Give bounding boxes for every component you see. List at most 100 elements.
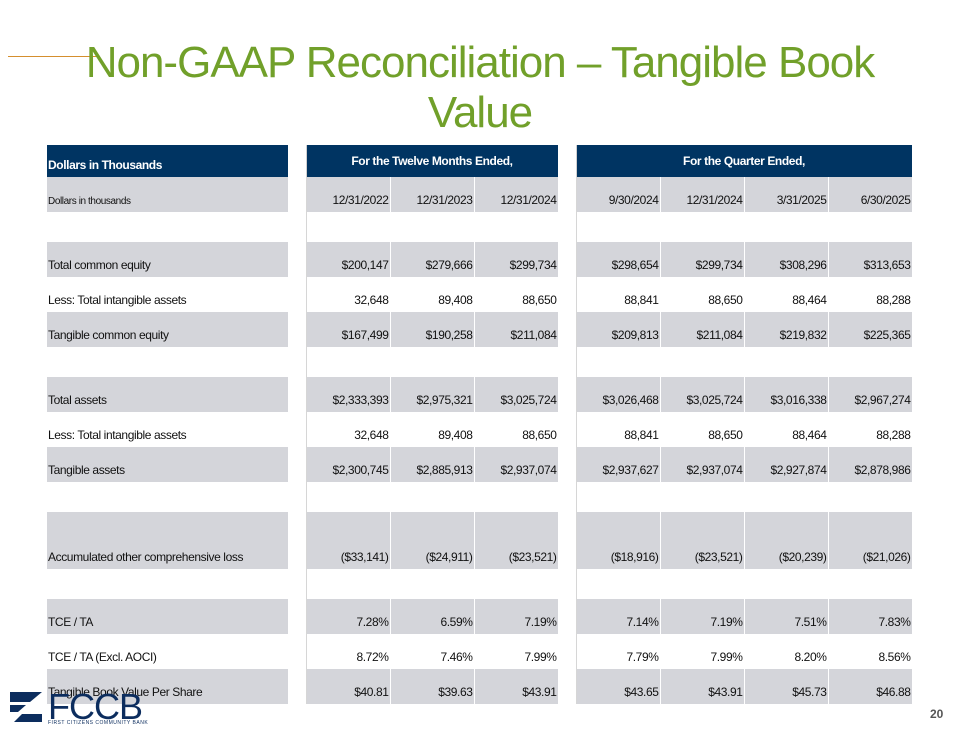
value-cell: 6.59% xyxy=(390,599,475,634)
value-cell: $298,654 xyxy=(576,242,661,277)
value-cell: $39.63 xyxy=(390,669,475,704)
value-cell: 88,288 xyxy=(828,277,913,312)
value-cell: $2,937,074 xyxy=(474,447,559,482)
page-number: 20 xyxy=(930,707,944,721)
row-label: Less: Total intangible assets xyxy=(47,277,289,312)
value-cell: $225,365 xyxy=(828,312,913,347)
value-cell: $45.73 xyxy=(744,669,829,704)
value-cell: $211,084 xyxy=(660,312,745,347)
value-cell: 7.19% xyxy=(660,599,745,634)
spacer-row xyxy=(47,482,913,512)
date-row-label: Dollars in thousands xyxy=(47,177,289,212)
date-cell: 3/31/2025 xyxy=(744,177,829,212)
value-cell: $43.91 xyxy=(474,669,559,704)
date-cell: 12/31/2023 xyxy=(390,177,475,212)
value-cell: 7.99% xyxy=(474,634,559,669)
value-cell: $190,258 xyxy=(390,312,475,347)
date-cell: 12/31/2022 xyxy=(306,177,391,212)
value-cell: 89,408 xyxy=(390,412,475,447)
table-row: Less: Total intangible assets 32,648 89,… xyxy=(47,412,913,447)
table-row: Total common equity $200,147 $279,666 $2… xyxy=(47,242,913,277)
fccb-logo-mark-icon xyxy=(10,692,42,722)
table-row: Total assets $2,333,393 $2,975,321 $3,02… xyxy=(47,377,913,412)
row-label: Tangible common equity xyxy=(47,312,289,347)
group-twelve-months: For the Twelve Months Ended, xyxy=(306,145,559,177)
value-cell: $209,813 xyxy=(576,312,661,347)
date-cell: 6/30/2025 xyxy=(828,177,913,212)
row-label: Less: Total intangible assets xyxy=(47,412,289,447)
value-cell: $200,147 xyxy=(306,242,391,277)
value-cell: 88,650 xyxy=(474,277,559,312)
value-cell: $279,666 xyxy=(390,242,475,277)
value-cell: $3,016,338 xyxy=(744,377,829,412)
value-cell: $2,885,913 xyxy=(390,447,475,482)
table-row: TCE / TA 7.28% 6.59% 7.19% 7.14% 7.19% 7… xyxy=(47,599,913,634)
value-cell: $2,937,074 xyxy=(660,447,745,482)
value-cell: $3,025,724 xyxy=(474,377,559,412)
value-cell: ($23,521) xyxy=(474,512,559,569)
value-cell: $219,832 xyxy=(744,312,829,347)
table-row: Tangible common equity $167,499 $190,258… xyxy=(47,312,913,347)
value-cell: 7.83% xyxy=(828,599,913,634)
value-cell: $3,025,724 xyxy=(660,377,745,412)
value-cell: $3,026,468 xyxy=(576,377,661,412)
spacer-row xyxy=(47,212,913,242)
date-cell: 12/31/2024 xyxy=(660,177,745,212)
value-cell: 88,464 xyxy=(744,277,829,312)
value-cell: $2,878,986 xyxy=(828,447,913,482)
value-cell: $2,927,874 xyxy=(744,447,829,482)
reconciliation-table: Dollars in Thousands For the Twelve Mont… xyxy=(47,145,913,704)
value-cell: ($33,141) xyxy=(306,512,391,569)
value-cell: 32,648 xyxy=(306,277,391,312)
row-label: Total common equity xyxy=(47,242,289,277)
value-cell: 88,841 xyxy=(576,412,661,447)
value-cell: $167,499 xyxy=(306,312,391,347)
spacer-row xyxy=(47,569,913,599)
date-cell: 9/30/2024 xyxy=(576,177,661,212)
value-cell: 88,650 xyxy=(660,412,745,447)
table-row: TCE / TA (Excl. AOCI) 8.72% 7.46% 7.99% … xyxy=(47,634,913,669)
value-cell: 88,841 xyxy=(576,277,661,312)
table-row: Less: Total intangible assets 32,648 89,… xyxy=(47,277,913,312)
row-label: Total assets xyxy=(47,377,289,412)
value-cell: $40.81 xyxy=(306,669,391,704)
value-cell: $308,296 xyxy=(744,242,829,277)
value-cell: 8.20% xyxy=(744,634,829,669)
value-cell: ($23,521) xyxy=(660,512,745,569)
value-cell: $2,975,321 xyxy=(390,377,475,412)
value-cell: 7.19% xyxy=(474,599,559,634)
fccb-logo: FCCB FIRST CITIZENS COMMUNITY BANK xyxy=(8,686,188,727)
value-cell: 8.72% xyxy=(306,634,391,669)
logo-text: FCCB xyxy=(48,686,143,727)
row-label: Tangible assets xyxy=(47,447,289,482)
value-cell: 89,408 xyxy=(390,277,475,312)
row-label: Accumulated other comprehensive loss xyxy=(47,512,289,569)
table-row: Tangible assets $2,300,745 $2,885,913 $2… xyxy=(47,447,913,482)
table-header-row: Dollars in Thousands For the Twelve Mont… xyxy=(47,145,913,177)
value-cell: 88,650 xyxy=(660,277,745,312)
group-quarter: For the Quarter Ended, xyxy=(576,145,913,177)
value-cell: $2,300,745 xyxy=(306,447,391,482)
value-cell: $43.65 xyxy=(576,669,661,704)
table-row: Tangible Book Value Per Share $40.81 $39… xyxy=(47,669,913,704)
slide-title: Non-GAAP Reconciliation – Tangible Book … xyxy=(85,38,876,137)
date-cell: 12/31/2024 xyxy=(474,177,559,212)
value-cell: 88,288 xyxy=(828,412,913,447)
value-cell: $43.91 xyxy=(660,669,745,704)
logo-subtext: FIRST CITIZENS COMMUNITY BANK xyxy=(48,720,149,726)
table-row: Accumulated other comprehensive loss ($3… xyxy=(47,512,913,569)
value-cell: 7.99% xyxy=(660,634,745,669)
accent-rule xyxy=(8,56,100,57)
value-cell: ($21,026) xyxy=(828,512,913,569)
value-cell: 32,648 xyxy=(306,412,391,447)
value-cell: 8.56% xyxy=(828,634,913,669)
value-cell: 7.51% xyxy=(744,599,829,634)
value-cell: 88,464 xyxy=(744,412,829,447)
row-label: Tangible Book Value Per Share xyxy=(47,669,289,704)
date-row: Dollars in thousands 12/31/2022 12/31/20… xyxy=(47,177,913,212)
value-cell: $2,333,393 xyxy=(306,377,391,412)
value-cell: $46.88 xyxy=(828,669,913,704)
value-cell: $313,653 xyxy=(828,242,913,277)
value-cell: $299,734 xyxy=(474,242,559,277)
value-cell: 7.79% xyxy=(576,634,661,669)
